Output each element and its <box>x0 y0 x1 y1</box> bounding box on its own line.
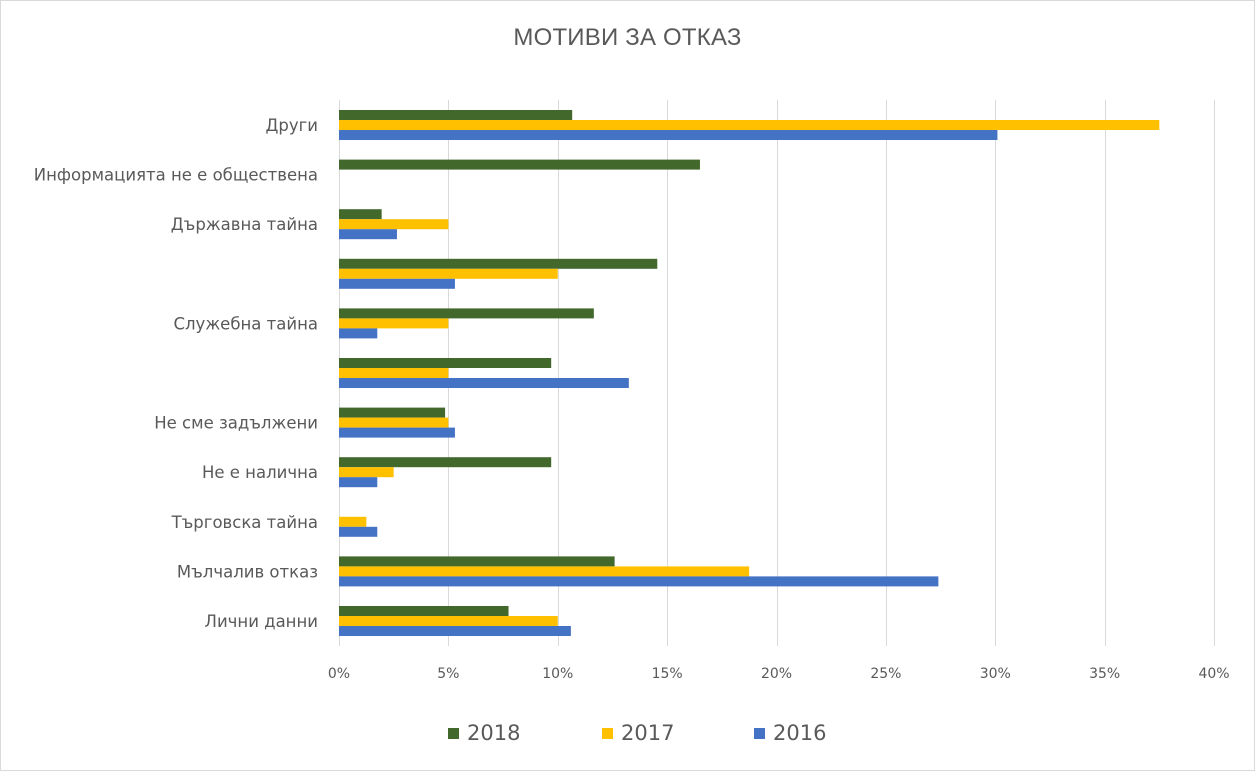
bar-2017 <box>339 516 367 527</box>
category-label: Лични данни <box>205 612 318 631</box>
x-tick-label: 15% <box>652 666 683 682</box>
legend-item-2016: 2016 <box>754 718 826 748</box>
bar-2016 <box>339 626 571 636</box>
legend-item-2017: 2017 <box>602 718 674 748</box>
bar-2017 <box>339 318 449 329</box>
bar-2016 <box>339 427 455 438</box>
category-label: Не е налична <box>202 463 318 482</box>
bar-2018 <box>339 556 615 567</box>
bar-2016 <box>339 229 397 240</box>
legend-swatch-icon <box>754 727 765 739</box>
bar-2017 <box>339 268 558 279</box>
legend-label: 2016 <box>773 721 827 745</box>
bar-2016 <box>339 526 378 537</box>
bar-2018 <box>339 159 700 170</box>
bar-2018 <box>339 110 573 120</box>
bar-2017 <box>339 120 1160 130</box>
bar-2018 <box>339 209 382 220</box>
legend-label: 2017 <box>621 721 675 745</box>
category-label: Информацията не е обществена <box>34 166 318 185</box>
x-tick-label: 40% <box>1198 666 1229 682</box>
x-tick-label: 35% <box>1089 666 1120 682</box>
bar-2018 <box>339 308 594 319</box>
bar-2016 <box>339 477 378 488</box>
bar-2017 <box>339 417 449 428</box>
category-label: Държавна тайна <box>171 215 318 234</box>
x-tick-label: 10% <box>542 666 573 682</box>
legend-item-2018: 2018 <box>448 718 520 748</box>
bar-2016 <box>339 278 455 289</box>
bar-2017 <box>339 566 750 577</box>
chart-title: МОТИВИ ЗА ОТКАЗ <box>513 24 742 51</box>
bar-2018 <box>339 457 552 468</box>
bar-2018 <box>339 606 509 616</box>
x-tick-label: 5% <box>437 666 459 682</box>
bar-2018 <box>339 258 658 269</box>
category-label: Други <box>265 116 318 135</box>
bar-2018 <box>339 407 446 418</box>
x-tick-label: 30% <box>980 666 1011 682</box>
category-label: Служебна тайна <box>173 314 318 333</box>
category-label: Търговска тайна <box>171 513 318 532</box>
chart-legend: 2018 2017 2016 <box>0 718 1255 748</box>
bar-2016 <box>339 328 378 339</box>
legend-label: 2018 <box>467 721 521 745</box>
category-label: Не сме задължени <box>154 414 318 433</box>
bar-2017 <box>339 368 449 378</box>
x-tick-label: 25% <box>870 666 901 682</box>
legend-swatch-icon <box>602 727 613 739</box>
bar-2017 <box>339 219 449 230</box>
bar-2016 <box>339 130 998 140</box>
legend-swatch-icon <box>448 727 459 739</box>
bar-2017 <box>339 616 558 626</box>
x-tick-label: 0% <box>328 666 350 682</box>
category-label: Мълчалив отказ <box>177 562 318 581</box>
bar-2017 <box>339 467 394 478</box>
bar-2016 <box>339 378 629 388</box>
bar-2018 <box>339 358 552 368</box>
x-tick-label: 20% <box>761 666 792 682</box>
bar-2016 <box>339 576 939 587</box>
